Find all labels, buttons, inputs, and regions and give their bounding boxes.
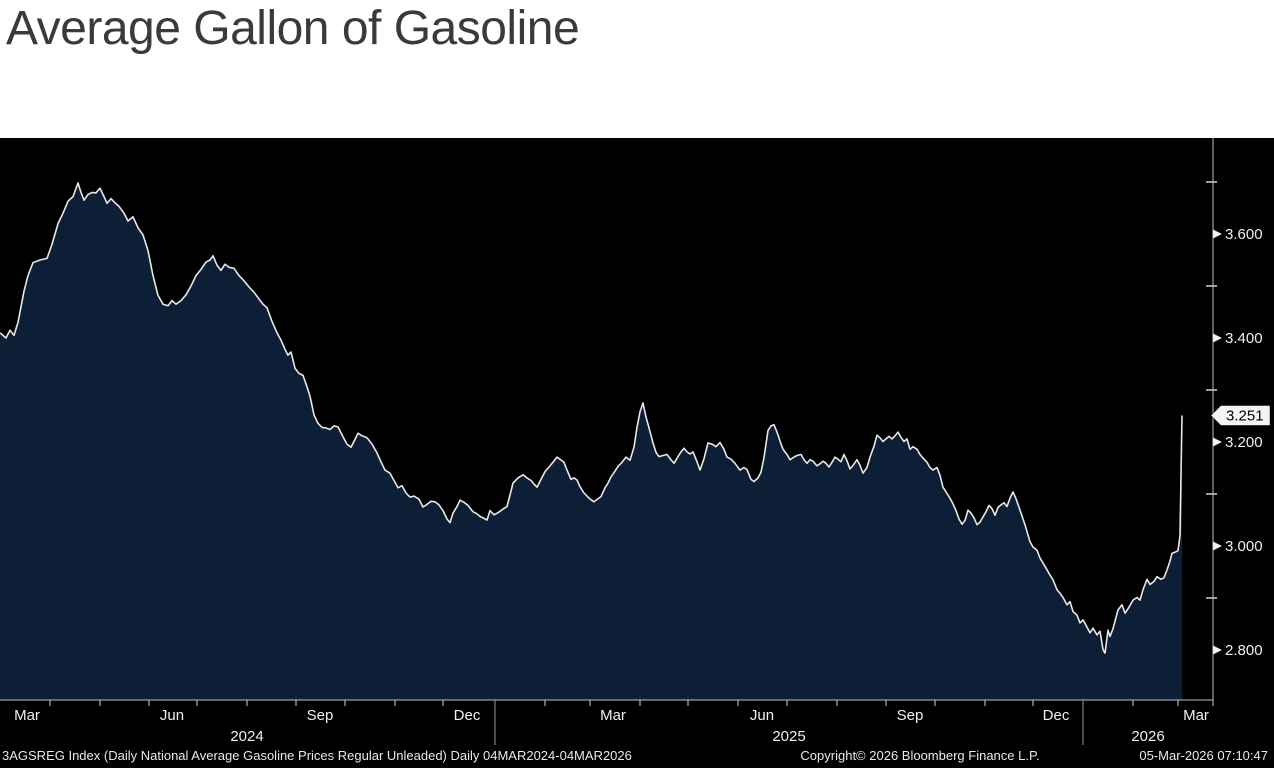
title-block: Average Gallon of Gasoline <box>0 0 1274 138</box>
y-axis-label: 3.200 <box>1225 434 1263 451</box>
y-axis-label: 3.400 <box>1225 330 1263 347</box>
x-axis-month-label: Jun <box>750 707 774 724</box>
last-price-badge-label: 3.251 <box>1226 407 1264 424</box>
y-axis-tick-arrow <box>1213 333 1222 343</box>
x-axis-month-label: Dec <box>454 707 481 724</box>
footer-security-info: 3AGSREG Index (Daily National Average Ga… <box>2 748 632 763</box>
chart-canvas[interactable]: Mar Jun Sep Dec Mar Jun Sep Dec Mar 2024 2025 2026 3… <box>0 138 1274 768</box>
x-axis-month-label: Sep <box>307 707 334 724</box>
price-chart-region: Mar Jun Sep Dec Mar Jun Sep Dec Mar 2024 2025 2026 3… <box>0 138 1274 768</box>
y-axis-tick-arrow <box>1213 437 1222 447</box>
x-axis-month-label: Mar <box>600 707 626 724</box>
last-price-badge <box>1210 405 1271 426</box>
x-axis-month-label: Mar <box>1183 707 1209 724</box>
x-axis-month-label: Mar <box>14 707 40 724</box>
y-axis-label: 2.800 <box>1225 642 1263 659</box>
x-axis-month-label: Jun <box>160 707 184 724</box>
y-axis-tick-arrow <box>1213 645 1222 655</box>
footer-timestamp: 05-Mar-2026 07:10:47 <box>1139 748 1268 763</box>
y-axis-label: 3.000 <box>1225 538 1263 555</box>
x-axis-year-label: 2025 <box>772 728 805 745</box>
x-axis-month-label: Dec <box>1043 707 1070 724</box>
x-axis-year-label: 2026 <box>1131 728 1164 745</box>
x-axis-month-label: Sep <box>897 707 924 724</box>
page-title: Average Gallon of Gasoline <box>6 2 580 55</box>
footer-copyright: Copyright© 2026 Bloomberg Finance L.P. <box>800 748 1040 763</box>
price-line <box>0 182 1183 654</box>
chart-footer: 3AGSREG Index (Daily National Average Ga… <box>0 744 1274 768</box>
price-area <box>0 183 1182 700</box>
x-axis-year-label: 2024 <box>230 728 263 745</box>
y-axis-tick-arrow <box>1213 541 1222 551</box>
y-axis-label: 3.600 <box>1225 226 1263 243</box>
y-axis-tick-arrow <box>1213 229 1222 239</box>
